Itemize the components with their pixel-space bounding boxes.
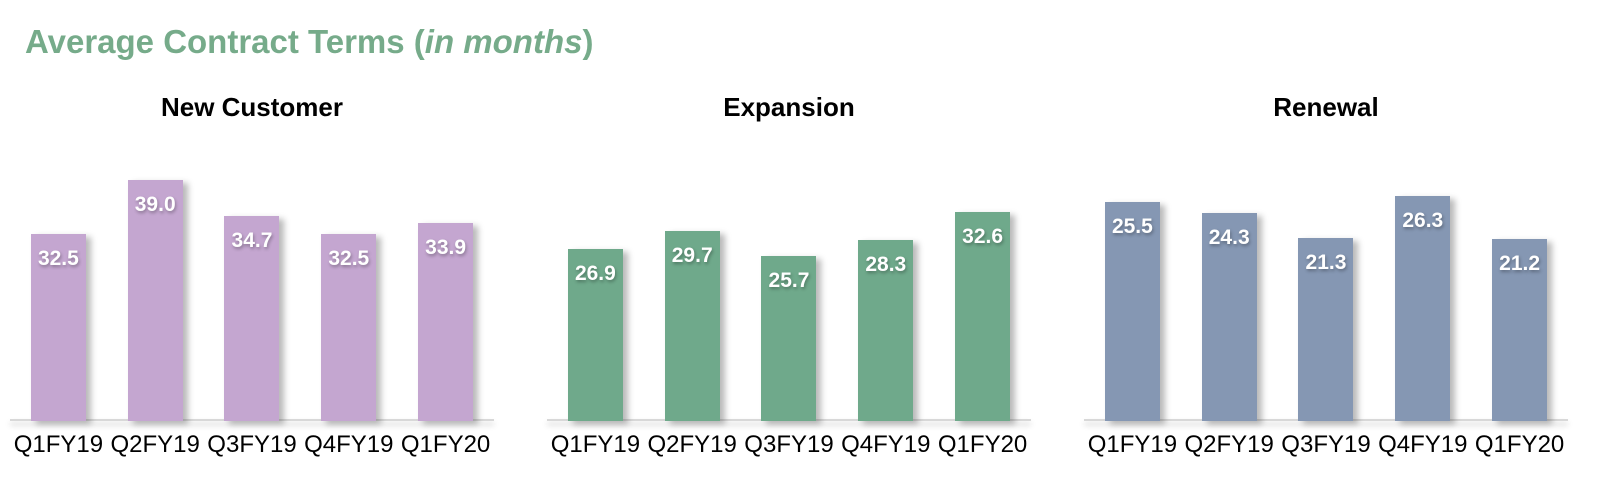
x-axis-label-q1fy19: Q1FY19 bbox=[13, 430, 104, 458]
chart-panel-renewal: Renewal 25.5 24.3 21.3 26.3 21.2 Q1FY19 Q2FY19 Q… bbox=[1084, 92, 1568, 459]
page-title-text: Average Contract Terms ( bbox=[25, 23, 425, 60]
page-title-close-paren: ) bbox=[582, 23, 594, 60]
x-axis-label-q3fy19: Q3FY19 bbox=[1281, 430, 1371, 458]
x-axis-labels: Q1FY19 Q2FY19 Q3FY19 Q4FY19 Q1FY20 bbox=[1084, 431, 1568, 459]
x-axis-label-q1fy20: Q1FY20 bbox=[1474, 430, 1565, 458]
bar-slot: 34.7 bbox=[204, 215, 301, 421]
x-axis-label-q4fy19: Q4FY19 bbox=[1378, 430, 1468, 458]
bar-value-label: 26.3 bbox=[1402, 208, 1444, 232]
charts-row: New Customer 32.5 39.0 34.7 32.5 33.9 Q1FY19 Q2… bbox=[0, 92, 1610, 459]
bar-slot: 26.9 bbox=[547, 248, 644, 421]
bar-q1fy19: 25.5 bbox=[1104, 201, 1160, 421]
x-axis-label-q1fy20: Q1FY20 bbox=[937, 430, 1028, 458]
bar-q4fy19: 26.3 bbox=[1395, 195, 1451, 421]
chart-panel-new-customer: New Customer 32.5 39.0 34.7 32.5 33.9 Q1FY19 Q2… bbox=[10, 92, 494, 459]
bar-q3fy19: 25.7 bbox=[761, 255, 817, 421]
bar-value-label: 29.7 bbox=[671, 243, 713, 267]
bar-q1fy20: 33.9 bbox=[418, 222, 474, 421]
bar-q4fy19: 32.5 bbox=[321, 233, 377, 421]
x-axis-label-q1fy19: Q1FY19 bbox=[1087, 430, 1178, 458]
bar-q2fy19: 24.3 bbox=[1201, 212, 1257, 421]
bar-slot: 28.3 bbox=[837, 239, 934, 421]
panel-title-expansion: Expansion bbox=[723, 91, 855, 122]
x-axis-label-q3fy19: Q3FY19 bbox=[207, 430, 297, 458]
bar-slot: 33.9 bbox=[397, 222, 494, 421]
bar-slot: 21.2 bbox=[1471, 238, 1568, 421]
bar-value-label: 32.6 bbox=[962, 224, 1004, 248]
bar-slot: 26.3 bbox=[1374, 195, 1471, 421]
page-title-italic: in months bbox=[424, 23, 583, 60]
x-axis-labels: Q1FY19 Q2FY19 Q3FY19 Q4FY19 Q1FY20 bbox=[547, 431, 1031, 459]
bar-value-label: 24.3 bbox=[1208, 225, 1250, 249]
x-axis-label-q3fy19: Q3FY19 bbox=[744, 430, 834, 458]
x-axis-label-q1fy19: Q1FY19 bbox=[550, 430, 641, 458]
panel-title-new-customer: New Customer bbox=[160, 91, 344, 122]
bar-slot: 39.0 bbox=[107, 179, 204, 421]
x-axis-label-q2fy19: Q2FY19 bbox=[1184, 430, 1274, 458]
panel-title-renewal: Renewal bbox=[1273, 91, 1379, 122]
bar-q2fy19: 39.0 bbox=[127, 179, 183, 421]
x-axis-label-q2fy19: Q2FY19 bbox=[647, 430, 737, 458]
bar-value-label: 26.9 bbox=[574, 261, 616, 285]
bar-slot: 25.7 bbox=[741, 255, 838, 421]
bar-value-label: 21.2 bbox=[1499, 251, 1541, 275]
x-axis-label-q4fy19: Q4FY19 bbox=[304, 430, 394, 458]
bar-value-label: 25.7 bbox=[768, 268, 810, 292]
bar-value-label: 39.0 bbox=[134, 192, 176, 216]
bar-slot: 21.3 bbox=[1278, 237, 1375, 421]
x-axis-label-q4fy19: Q4FY19 bbox=[841, 430, 931, 458]
bar-q2fy19: 29.7 bbox=[664, 230, 720, 421]
x-axis-labels: Q1FY19 Q2FY19 Q3FY19 Q4FY19 Q1FY20 bbox=[10, 431, 494, 459]
bar-q1fy19: 26.9 bbox=[567, 248, 623, 421]
bar-slot: 29.7 bbox=[644, 230, 741, 421]
bar-slot: 32.5 bbox=[10, 233, 107, 421]
bar-slot: 32.6 bbox=[934, 211, 1031, 421]
bar-q4fy19: 28.3 bbox=[858, 239, 914, 421]
bar-value-label: 25.5 bbox=[1111, 214, 1153, 238]
slide: Average Contract Terms (in months) New C… bbox=[0, 0, 1610, 459]
bar-slot: 25.5 bbox=[1084, 201, 1181, 421]
chart-panel-expansion: Expansion 26.9 29.7 25.7 28.3 32.6 Q1FY19 Q2FY1… bbox=[547, 92, 1031, 459]
x-axis-label-q2fy19: Q2FY19 bbox=[110, 430, 200, 458]
bar-q3fy19: 21.3 bbox=[1298, 237, 1354, 421]
bar-value-label: 28.3 bbox=[865, 252, 907, 276]
plot-area-new-customer: 32.5 39.0 34.7 32.5 33.9 bbox=[10, 129, 494, 421]
bar-value-label: 32.5 bbox=[37, 246, 79, 270]
bar-value-label: 21.3 bbox=[1305, 250, 1347, 274]
plot-area-renewal: 25.5 24.3 21.3 26.3 21.2 bbox=[1084, 129, 1568, 421]
bar-q1fy20: 32.6 bbox=[955, 211, 1011, 421]
bar-slot: 32.5 bbox=[300, 233, 397, 421]
bar-q3fy19: 34.7 bbox=[224, 215, 280, 421]
bar-value-label: 32.5 bbox=[328, 246, 370, 270]
bar-q1fy20: 21.2 bbox=[1492, 238, 1548, 421]
bar-q1fy19: 32.5 bbox=[30, 233, 86, 421]
page-title: Average Contract Terms (in months) bbox=[0, 0, 1610, 62]
plot-area-expansion: 26.9 29.7 25.7 28.3 32.6 bbox=[547, 129, 1031, 421]
bar-slot: 24.3 bbox=[1181, 212, 1278, 421]
bar-value-label: 33.9 bbox=[425, 235, 467, 259]
bar-value-label: 34.7 bbox=[231, 228, 273, 252]
x-axis-label-q1fy20: Q1FY20 bbox=[400, 430, 491, 458]
